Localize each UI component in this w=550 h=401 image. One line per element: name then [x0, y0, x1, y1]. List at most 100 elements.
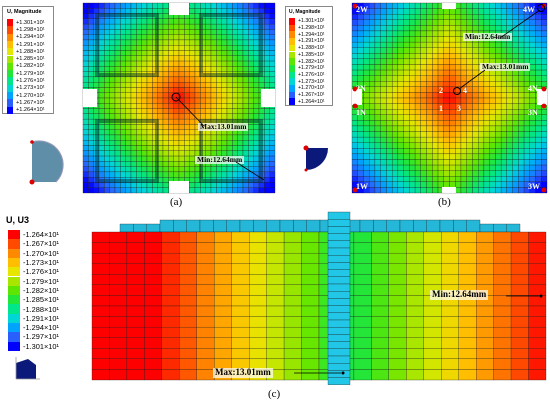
min-label-c: Min:12.64mm	[430, 289, 489, 300]
legend-label: +1.279×10¹	[16, 70, 45, 77]
legend-entry: +1.273×10¹	[289, 78, 325, 85]
legend-entry: +1.298×10¹	[7, 26, 45, 34]
legend-entry: -1.294×10¹	[8, 323, 59, 333]
legend-label: +1.264×10¹	[298, 98, 325, 105]
legend-entry: -1.297×10¹	[8, 332, 59, 342]
axis-glyph-a	[29, 140, 64, 185]
legend-b: U, Magnitude +1.301×10¹ +1.298×10¹ +1.294×…	[285, 6, 333, 106]
legend-entry: +1.276×10¹	[289, 71, 325, 79]
legend-label: +1.298×10¹	[16, 26, 45, 33]
legend-label: +1.282×10¹	[298, 58, 325, 65]
legend-entry: -1.264×10¹	[8, 230, 59, 240]
legend-label: +1.298×10¹	[298, 25, 325, 32]
legend-swatch	[289, 51, 295, 59]
legend-swatch	[8, 313, 20, 323]
opening	[537, 89, 547, 105]
axis-glyph-b	[303, 145, 328, 172]
legend-swatch	[7, 70, 13, 78]
legend-swatch	[8, 267, 20, 277]
legend-label: +1.301×10¹	[298, 18, 325, 25]
legend-label: +1.273×10¹	[298, 78, 325, 85]
legend-label: +1.276×10¹	[16, 78, 45, 85]
caption-a: (a)	[170, 196, 183, 208]
displacement-map-b	[351, 2, 548, 194]
legend-a: U, Magnitude +1.301×10¹ +1.298×10¹ +1.294×…	[2, 6, 54, 114]
support-marker	[352, 3, 358, 9]
legend-entry: +1.288×10¹	[289, 44, 325, 52]
legend-swatch	[7, 77, 13, 85]
slab-frame	[199, 119, 263, 183]
legend-swatch	[289, 91, 295, 99]
axis-glyph-c	[15, 357, 40, 380]
legend-swatch	[289, 18, 295, 25]
mesh-cell	[269, 187, 276, 194]
corner-1n: 1N	[356, 108, 366, 117]
legend-label: -1.270×10¹	[23, 248, 59, 258]
legend-label: +1.267×10¹	[16, 99, 45, 106]
support-marker	[541, 103, 547, 109]
legend-entry: +1.282×10¹	[289, 58, 325, 65]
legend-swatch	[289, 31, 295, 39]
caption-c: (c)	[268, 388, 281, 400]
legend-entry: -1.270×10¹	[8, 248, 59, 258]
displacement-section-c	[91, 211, 547, 385]
corner-2w: 2W	[356, 5, 368, 14]
legend-label: +1.279×10¹	[298, 65, 325, 72]
legend-label: -1.276×10¹	[23, 267, 59, 277]
legend-entry: -1.276×10¹	[8, 267, 59, 277]
legend-label: +1.301×10¹	[16, 19, 45, 26]
legend-entry: -1.267×10¹	[8, 239, 59, 249]
corner-3w: 3W	[528, 182, 540, 191]
legend-swatch	[7, 40, 13, 49]
legend-entry: +1.288×10¹	[7, 48, 45, 56]
legend-label: +1.273×10¹	[16, 85, 45, 92]
corner-4n: 4N	[528, 84, 538, 93]
legend-label: -1.297×10¹	[23, 332, 59, 342]
legend-entry: +1.270×10¹	[289, 85, 325, 92]
support-marker	[352, 103, 358, 109]
legend-entry: +1.285×10¹	[289, 51, 325, 59]
legend-swatch	[289, 64, 295, 72]
legend-label: +1.294×10¹	[16, 34, 45, 41]
legend-swatch	[8, 239, 20, 249]
legend-label: +1.285×10¹	[298, 51, 325, 58]
legend-label: +1.285×10¹	[16, 56, 45, 63]
legend-entry: -1.291×10¹	[8, 313, 59, 323]
min-label-a: Min:12.64mm	[195, 155, 245, 165]
legend-swatch	[7, 106, 13, 114]
legend-label: +1.270×10¹	[298, 85, 325, 92]
legend-a-title: U, Magnitude	[7, 9, 42, 15]
center-num-2: 2	[439, 86, 443, 95]
legend-swatch	[8, 248, 20, 258]
slab-frame	[95, 119, 159, 183]
legend-label: +1.288×10¹	[298, 45, 325, 52]
legend-c: U, U3 -1.264×10¹ -1.267×10¹ -1.270×10¹ -1.2…	[4, 215, 82, 352]
legend-entry: +1.273×10¹	[7, 84, 45, 92]
corner-2n: 2N	[356, 84, 366, 93]
corner-4w: 4W	[523, 5, 535, 14]
legend-swatch	[7, 55, 13, 63]
legend-entry: -1.273×10¹	[8, 257, 59, 268]
legend-swatch	[8, 341, 20, 351]
legend-swatch	[289, 44, 295, 52]
legend-entry: +1.270×10¹	[7, 92, 45, 100]
slab-frame	[199, 13, 263, 77]
legend-label: -1.285×10¹	[23, 295, 59, 305]
legend-c-title: U, U3	[6, 215, 30, 225]
legend-entry: -1.279×10¹	[8, 276, 59, 286]
legend-swatch	[8, 295, 20, 305]
legend-entry: +1.285×10¹	[7, 55, 45, 63]
legend-swatch	[8, 304, 20, 314]
caption-b: (b)	[438, 196, 451, 208]
opening	[169, 181, 189, 193]
legend-entry: +1.279×10¹	[289, 64, 325, 72]
opening	[261, 89, 275, 107]
max-label-b: Max:13.01mm	[480, 62, 531, 72]
legend-swatch	[7, 26, 13, 34]
corner-3n: 3N	[528, 108, 538, 117]
legend-swatch	[289, 98, 295, 106]
legend-entry: +1.264×10¹	[289, 98, 325, 106]
legend-entry: -1.285×10¹	[8, 295, 59, 305]
support-marker	[352, 86, 358, 92]
legend-entry: +1.291×10¹	[7, 40, 45, 49]
